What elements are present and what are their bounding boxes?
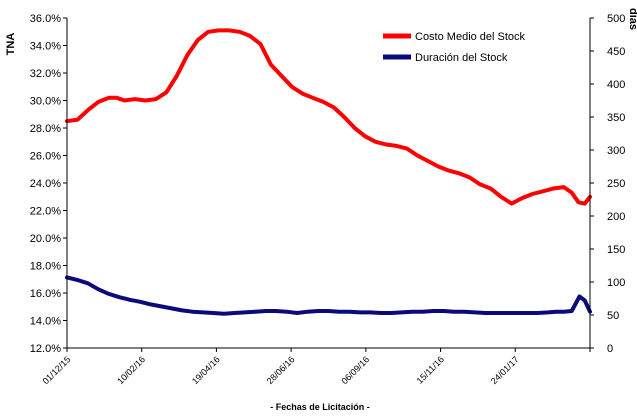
series-line-duracion (65, 275, 592, 316)
left-tick-label: 34.0% (30, 41, 61, 53)
x-tick-label: 24/01/17 (489, 354, 521, 386)
right-axis-ticks: 0 50 100 150 200 250 300 350 400 450 500 (590, 13, 625, 355)
right-tick-label: 250 (607, 178, 625, 190)
series-layer (65, 28, 592, 316)
right-tick-label: 500 (607, 13, 625, 25)
x-tick-label: 10/02/16 (115, 354, 147, 386)
right-tick-label: 50 (607, 310, 619, 322)
legend: Costo Medio del Stock Duración del Stock (383, 31, 526, 64)
left-tick-label: 24.0% (30, 178, 61, 190)
left-tick-label: 36.0% (30, 13, 61, 25)
x-axis-ticks: 01/12/15 10/02/16 19/04/16 28/06/16 06/09/16… (41, 348, 591, 386)
x-tick-label: 06/09/16 (339, 354, 371, 386)
right-tick-label: 400 (607, 79, 625, 91)
x-axis-label: - Fechas de Licitación - (270, 402, 370, 412)
right-axis-label: días (627, 8, 637, 30)
x-tick-label: 15/11/16 (415, 354, 446, 385)
x-tick-label: 28/06/16 (265, 354, 297, 386)
right-tick-label: 0 (607, 343, 613, 355)
left-tick-label: 30.0% (30, 96, 61, 108)
left-tick-label: 22.0% (30, 206, 61, 218)
right-tick-label: 100 (607, 277, 625, 289)
left-axis-ticks: 12.0% 14.0% 16.0% 18.0% 20.0% 22.0% 24.0% 26.0%… (30, 13, 67, 355)
left-axis-label: TNA (5, 33, 17, 56)
right-tick-label: 450 (607, 46, 625, 58)
x-tick-label: 01/12/15 (41, 354, 73, 386)
left-tick-label: 20.0% (30, 233, 61, 245)
left-tick-label: 26.0% (30, 151, 61, 163)
left-tick-label: 12.0% (30, 343, 61, 355)
left-tick-label: 28.0% (30, 123, 61, 135)
right-tick-label: 350 (607, 112, 625, 124)
series-line-costo-medio (65, 28, 592, 206)
left-tick-label: 14.0% (30, 316, 61, 328)
left-tick-label: 18.0% (30, 261, 61, 273)
left-tick-label: 32.0% (30, 68, 61, 80)
right-tick-label: 200 (607, 211, 625, 223)
left-tick-label: 16.0% (30, 288, 61, 300)
right-tick-label: 300 (607, 145, 625, 157)
legend-label-duracion: Duración del Stock (415, 52, 508, 64)
x-tick-label: 19/04/16 (190, 354, 222, 386)
right-tick-label: 150 (607, 244, 625, 256)
legend-label-costo: Costo Medio del Stock (415, 31, 526, 43)
